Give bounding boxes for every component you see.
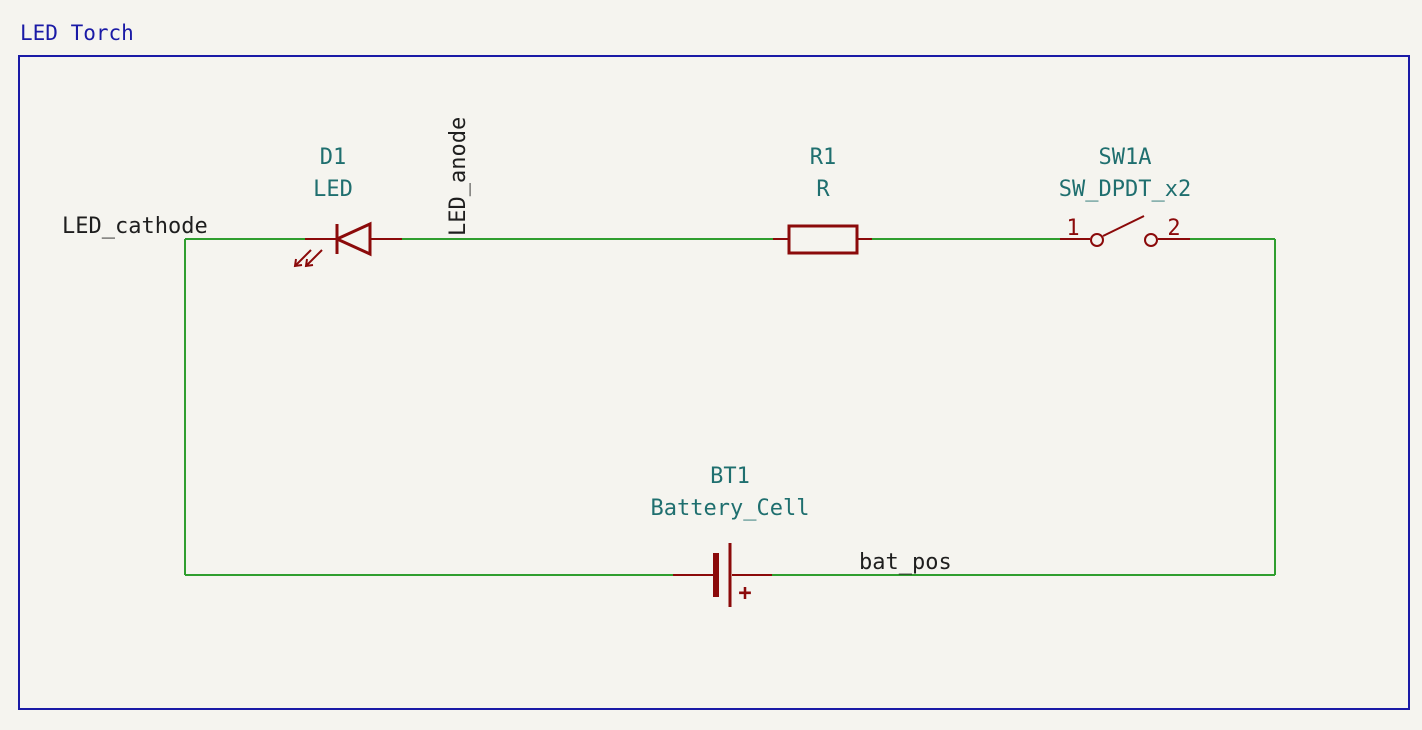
sw1a-pin-1-number: 1 [1066, 216, 1079, 241]
r1-reference: R1 [810, 145, 837, 170]
bt1-value: Battery_Cell [651, 496, 810, 521]
d1-reference: D1 [320, 145, 347, 170]
switch-sw1a[interactable] [1060, 215, 1190, 247]
bt1-reference: BT1 [710, 464, 750, 489]
net-label-bat-pos[interactable]: bat_pos [859, 550, 952, 575]
r1-value: R [816, 177, 830, 202]
sw1a-lever [1102, 215, 1145, 237]
sw1a-contact-2 [1144, 233, 1158, 247]
led-d1[interactable] [293, 221, 402, 268]
sw1a-reference: SW1A [1099, 145, 1152, 170]
sw1a-value: SW_DPDT_x2 [1059, 177, 1191, 202]
led-light-arrows-icon [293, 249, 323, 268]
sw1a-contact-1 [1090, 233, 1104, 247]
sheet-border [18, 55, 1410, 710]
battery-bt1[interactable] [673, 543, 772, 607]
wires [184, 238, 1276, 576]
net-label-led-cathode[interactable]: LED_cathode [62, 214, 208, 239]
r1-body [787, 224, 859, 255]
sw1a-pin-2-number: 2 [1167, 216, 1180, 241]
sheet-title: LED Torch [20, 21, 134, 45]
bt1-plus-icon: + [738, 581, 751, 606]
net-label-led-anode[interactable]: LED_anode [446, 117, 471, 236]
led-triangle-icon [333, 221, 372, 257]
d1-value: LED [313, 177, 353, 202]
resistor-r1[interactable] [773, 224, 872, 255]
